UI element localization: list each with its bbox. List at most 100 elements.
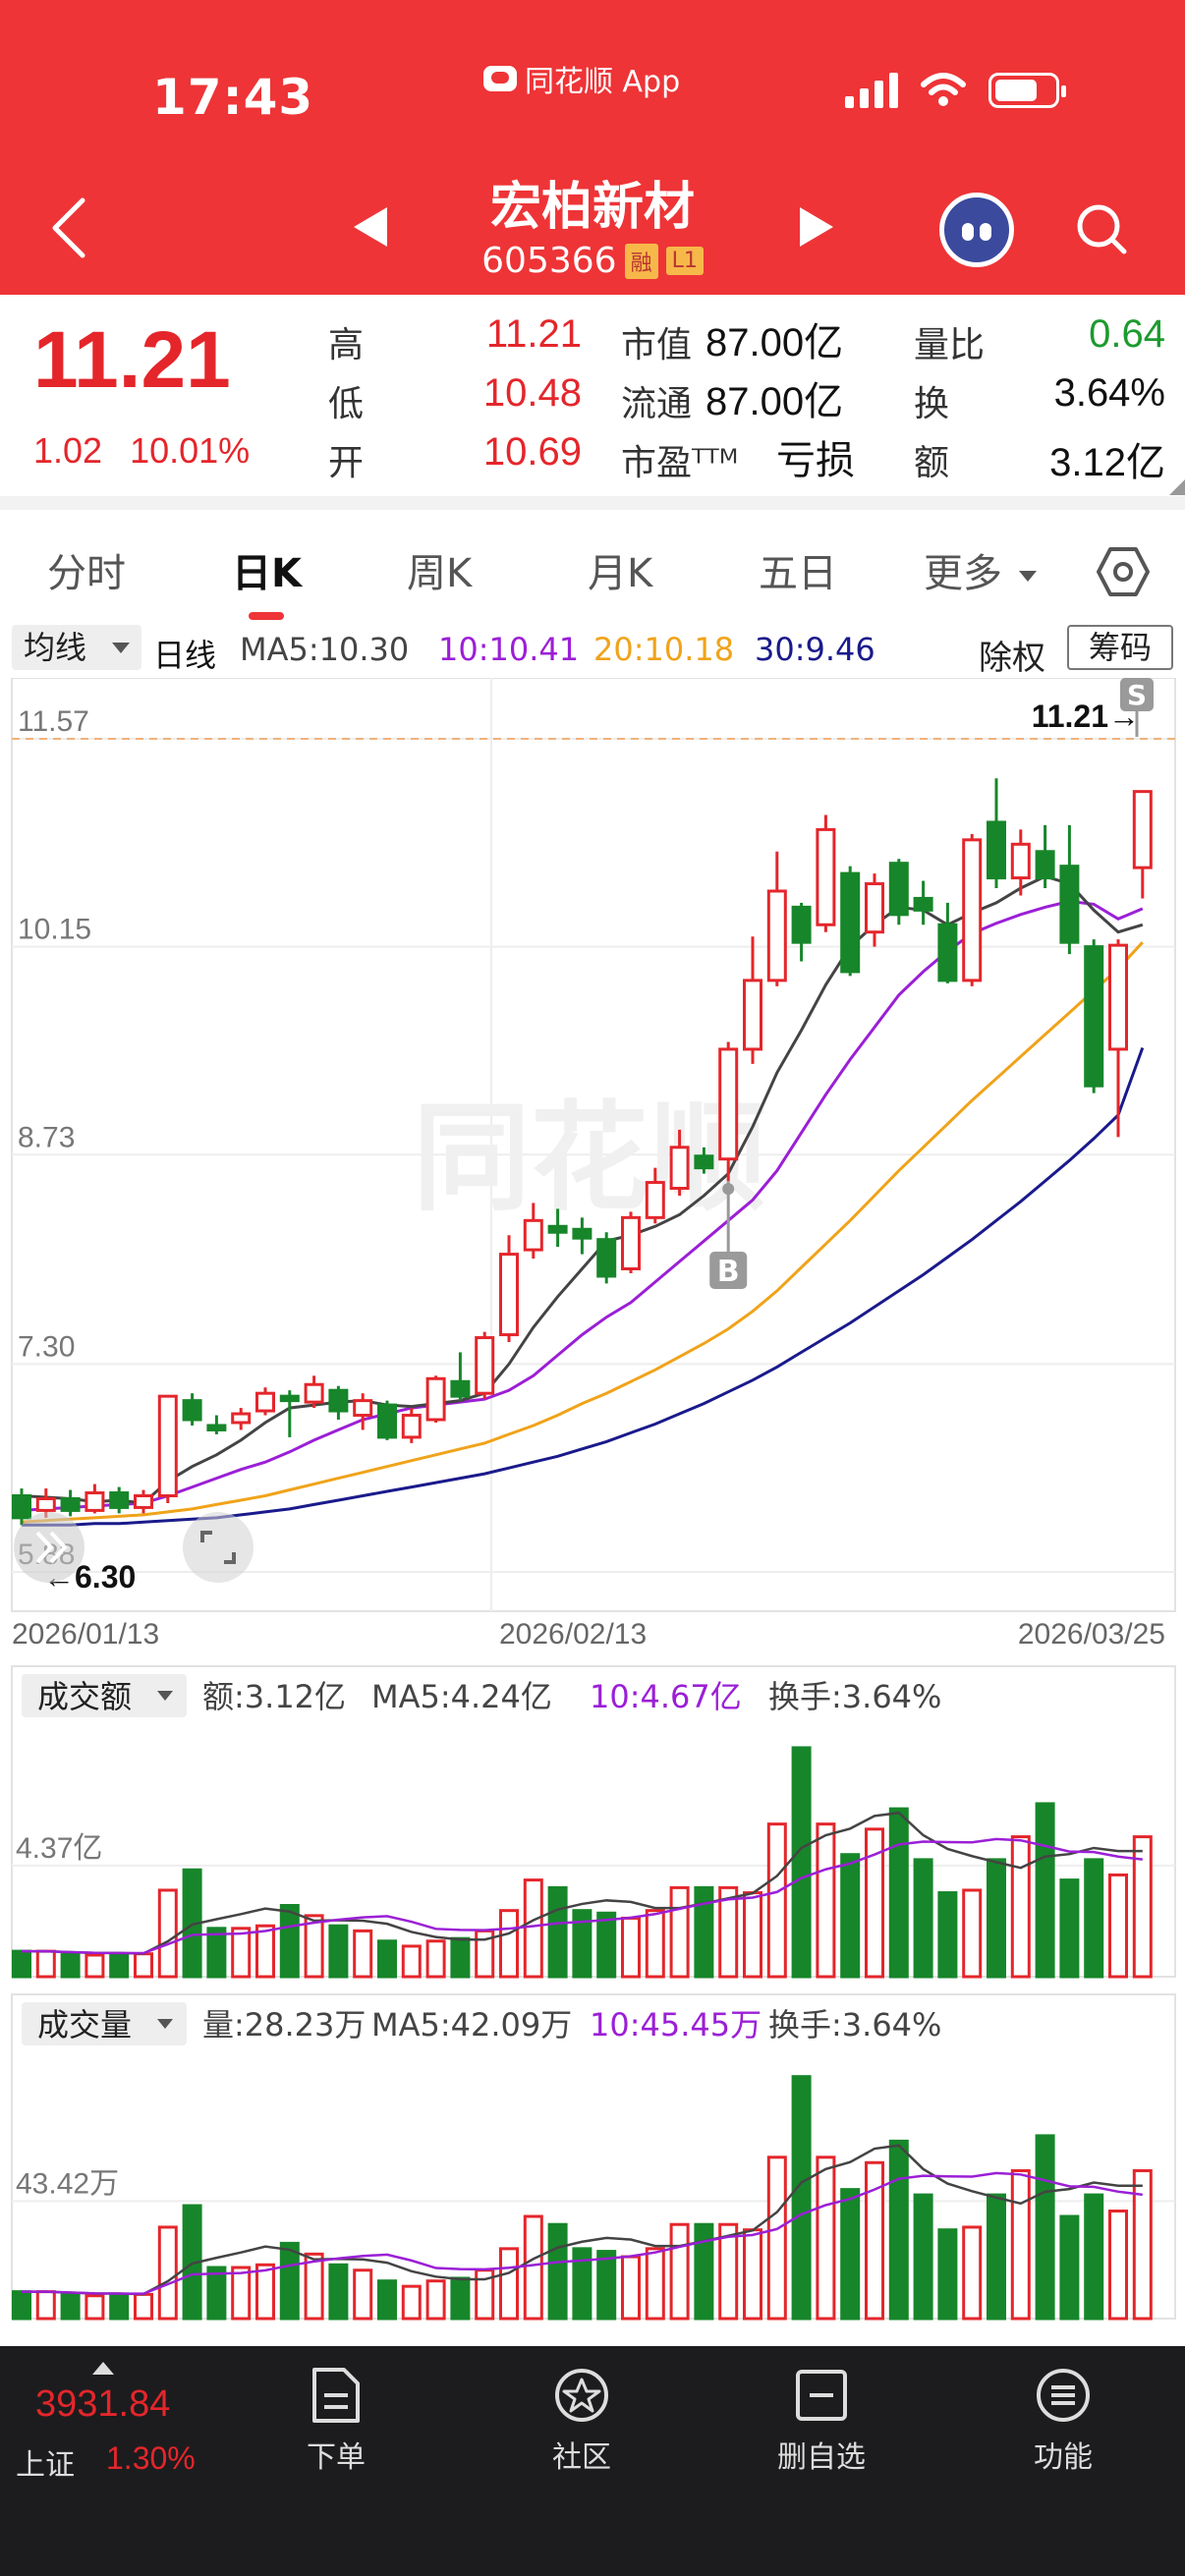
volume-bar [1108, 2210, 1128, 2321]
candle-body [962, 838, 983, 982]
prev-stock-icon[interactable] [354, 207, 387, 247]
volume-bar [596, 1911, 617, 1979]
volume-bar [718, 1885, 739, 1979]
candle-body [12, 1494, 31, 1520]
app-logo-icon [483, 66, 517, 91]
double-chevron-right-icon [35, 1531, 68, 1564]
volume-bar [669, 2222, 690, 2321]
volume-bar [425, 1939, 446, 1979]
settings-hexagon-icon[interactable] [1097, 545, 1150, 598]
candle-body [353, 1399, 373, 1418]
candle [791, 902, 812, 962]
tab-five-day[interactable]: 五日 [759, 551, 837, 596]
candle-body [791, 905, 812, 944]
ex-rights-toggle[interactable]: 除权 [979, 639, 1045, 678]
volume-ratio-label: 量比 [914, 325, 986, 365]
nav-functions[interactable]: 功能 [985, 2366, 1142, 2476]
candle-body [840, 871, 861, 974]
pe-label: 市盈ᵀᵀᴹ [621, 443, 739, 483]
market-cap-label: 市值 [621, 325, 693, 365]
volume-bar [840, 1853, 861, 1979]
volume-bar [1059, 1878, 1080, 1979]
amount-panel-turnover: 换手:3.64% [768, 1678, 941, 1715]
nav-remove-watchlist[interactable]: 删自选 [743, 2366, 900, 2476]
volume-bar [840, 2188, 861, 2321]
nav-community[interactable]: 社区 [503, 2366, 660, 2476]
candle-body [645, 1181, 665, 1219]
volume-panel-y-tick: 43.42万 [16, 2167, 119, 2200]
search-icon[interactable] [1075, 202, 1128, 255]
candle-body [596, 1238, 617, 1278]
volume-bar [766, 1822, 787, 1979]
volume-bar [109, 2292, 130, 2321]
candle-body [913, 896, 933, 912]
volume-bar [791, 2075, 812, 2321]
candle [743, 936, 762, 1064]
turnover-value: 3.64% [1053, 371, 1165, 415]
volume-bar [621, 1916, 641, 1979]
volume-bar [377, 2279, 397, 2321]
volume-bar [85, 2294, 105, 2321]
y-tick-label: 11.57 [18, 705, 89, 738]
candle-body [425, 1376, 446, 1422]
header-bar: 17:43 同花顺 App 宏柏新材 605366 融 L1 [0, 0, 1185, 295]
amount-label: 额 [914, 443, 950, 483]
tab-daily-k[interactable]: 日K [232, 551, 302, 596]
candle [134, 1489, 153, 1514]
next-stock-icon[interactable] [800, 207, 833, 247]
volume-bar [12, 1949, 31, 1979]
volume-bar [499, 2247, 519, 2321]
back-icon[interactable] [49, 196, 88, 259]
expand-corner-icon[interactable] [1169, 479, 1185, 495]
index-up-arrow-icon [92, 2362, 114, 2375]
volume-bar [987, 1858, 1006, 1979]
candle [1035, 824, 1055, 889]
volume-bar [85, 1953, 105, 1979]
candle [1084, 939, 1104, 1093]
volume-bar [157, 1888, 178, 1979]
volume-bar [1132, 1835, 1153, 1979]
volume-bar [937, 2228, 958, 2321]
quote-panel: 11.21 1.02 10.01% 高 11.21 低 10.48 开 10.6… [0, 295, 1185, 496]
assistant-robot-icon[interactable] [939, 193, 1014, 267]
s-signal-badge [1120, 678, 1154, 711]
volume-bar [645, 2247, 665, 2321]
ma5-line [21, 874, 1144, 1505]
candle [328, 1385, 349, 1421]
nav-order[interactable]: 下单 [257, 2366, 415, 2476]
kline-chart[interactable]: 11.5710.158.737.305.88同花顺11.21→SB←6.3020… [0, 678, 1185, 2328]
volume-bar [231, 1927, 252, 1979]
candle [888, 859, 909, 925]
candle-body [743, 979, 762, 1051]
ma-selector[interactable]: 均线 [12, 625, 141, 670]
fullscreen-icon [200, 1531, 236, 1564]
candle-body [621, 1215, 641, 1271]
candle [12, 1488, 31, 1526]
volume-ratio-value: 0.64 [1089, 312, 1165, 356]
candle [304, 1375, 324, 1409]
candle [766, 851, 787, 986]
candle-body [1132, 790, 1153, 869]
tab-monthly-k[interactable]: 月K [588, 551, 653, 596]
high-label: 高 [328, 325, 365, 365]
volume-bar [60, 1952, 81, 1979]
candle-body [694, 1154, 714, 1170]
remove-watchlist-icon [796, 2370, 847, 2421]
tab-intraday[interactable]: 分时 [47, 551, 126, 596]
volume-bar [1132, 2168, 1153, 2321]
tab-weekly-k[interactable]: 周K [407, 551, 473, 596]
candle [547, 1208, 568, 1248]
amount-value: 3.12亿 [1049, 441, 1165, 484]
caret-down-icon [157, 2019, 173, 2029]
nav-order-label: 下单 [307, 2440, 366, 2475]
volume-bar [645, 1909, 665, 1979]
chip-distribution-button[interactable]: 筹码 [1067, 625, 1173, 670]
volume-bar [766, 2156, 787, 2321]
ma-indicator-bar: 均线 日线 MA5:10.30 10:10.41 20:10.18 30:9.4… [0, 621, 1185, 678]
candle-body [255, 1391, 275, 1413]
tab-more-label: 更多 [924, 551, 1002, 596]
market-cap-value: 87.00亿 [705, 321, 844, 364]
battery-icon [988, 73, 1066, 108]
volume-bar [865, 1827, 884, 1979]
tab-more[interactable]: 更多 [924, 541, 1037, 598]
